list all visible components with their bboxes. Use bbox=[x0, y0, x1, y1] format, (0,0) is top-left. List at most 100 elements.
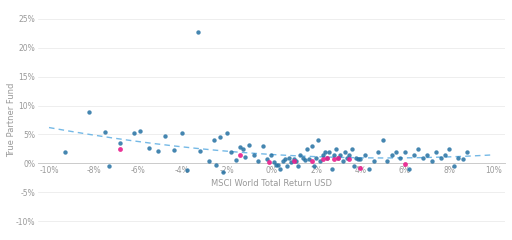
Point bbox=[272, 163, 280, 167]
Point bbox=[454, 156, 462, 160]
Point bbox=[332, 147, 340, 151]
Point bbox=[283, 164, 291, 168]
Point bbox=[383, 159, 391, 162]
Point bbox=[130, 132, 138, 135]
Point bbox=[219, 170, 227, 174]
Point bbox=[318, 157, 327, 161]
Point bbox=[276, 167, 285, 171]
Point bbox=[401, 150, 409, 154]
Point bbox=[423, 153, 431, 157]
Point bbox=[334, 156, 343, 160]
Point bbox=[100, 130, 109, 134]
Point bbox=[328, 167, 336, 171]
Point bbox=[392, 150, 400, 154]
Point bbox=[361, 153, 369, 157]
Point bbox=[305, 157, 313, 161]
Point bbox=[236, 153, 244, 157]
Point bbox=[323, 156, 331, 160]
Point bbox=[245, 143, 253, 147]
Point bbox=[436, 156, 444, 160]
Point bbox=[343, 156, 351, 160]
Point bbox=[105, 164, 113, 168]
Point bbox=[178, 131, 186, 135]
Point bbox=[323, 156, 331, 160]
Point bbox=[314, 138, 322, 142]
Point bbox=[154, 149, 162, 153]
Point bbox=[316, 159, 325, 162]
Point bbox=[216, 135, 224, 139]
Point bbox=[459, 157, 467, 161]
Point bbox=[370, 159, 378, 162]
Point bbox=[263, 157, 271, 161]
Y-axis label: True Partner Fund: True Partner Fund bbox=[7, 83, 16, 157]
Point bbox=[294, 164, 302, 168]
Point bbox=[239, 147, 247, 151]
Point bbox=[441, 153, 449, 157]
Point bbox=[396, 156, 404, 160]
Point bbox=[330, 157, 338, 161]
Point bbox=[209, 138, 218, 142]
Point bbox=[410, 153, 418, 157]
Point bbox=[259, 144, 267, 148]
Point bbox=[352, 156, 360, 160]
Point bbox=[116, 141, 124, 145]
Point bbox=[374, 150, 382, 154]
Point bbox=[310, 164, 318, 168]
Point bbox=[388, 153, 396, 157]
Point bbox=[298, 156, 307, 160]
Point bbox=[463, 150, 472, 154]
Point bbox=[116, 147, 124, 151]
Point bbox=[303, 147, 311, 151]
Point bbox=[325, 150, 333, 154]
Point bbox=[274, 163, 282, 167]
Point bbox=[341, 150, 349, 154]
Point bbox=[445, 147, 454, 151]
Point bbox=[254, 159, 262, 162]
Point bbox=[227, 150, 236, 154]
X-axis label: MSCI World Total Return USD: MSCI World Total Return USD bbox=[211, 180, 332, 188]
Point bbox=[428, 159, 436, 162]
Point bbox=[290, 159, 298, 162]
Point bbox=[285, 156, 293, 160]
Point bbox=[350, 164, 358, 168]
Point bbox=[169, 148, 178, 152]
Point bbox=[241, 155, 249, 158]
Point bbox=[145, 146, 153, 150]
Point bbox=[330, 153, 338, 157]
Point bbox=[265, 160, 273, 164]
Point bbox=[356, 166, 365, 170]
Point bbox=[354, 157, 362, 161]
Point bbox=[307, 159, 315, 162]
Point bbox=[450, 164, 458, 168]
Point bbox=[296, 153, 305, 157]
Point bbox=[419, 156, 427, 160]
Point bbox=[318, 153, 327, 157]
Point bbox=[205, 159, 214, 162]
Point bbox=[365, 167, 373, 171]
Point bbox=[194, 30, 202, 34]
Point bbox=[348, 147, 356, 151]
Point bbox=[281, 157, 289, 161]
Point bbox=[223, 131, 231, 135]
Point bbox=[236, 145, 244, 149]
Point bbox=[290, 157, 298, 161]
Point bbox=[334, 156, 343, 160]
Point bbox=[287, 160, 295, 164]
Point bbox=[345, 157, 353, 161]
Point bbox=[345, 153, 353, 157]
Point bbox=[267, 153, 275, 157]
Point bbox=[279, 159, 287, 162]
Point bbox=[406, 167, 414, 171]
Point bbox=[301, 158, 309, 162]
Point bbox=[338, 159, 347, 162]
Point bbox=[307, 144, 315, 148]
Point bbox=[414, 147, 422, 151]
Point bbox=[85, 111, 93, 114]
Point bbox=[401, 162, 409, 166]
Point bbox=[270, 160, 278, 164]
Point bbox=[321, 150, 329, 154]
Point bbox=[183, 168, 191, 172]
Point bbox=[136, 129, 144, 133]
Point bbox=[378, 138, 387, 142]
Point bbox=[60, 150, 69, 154]
